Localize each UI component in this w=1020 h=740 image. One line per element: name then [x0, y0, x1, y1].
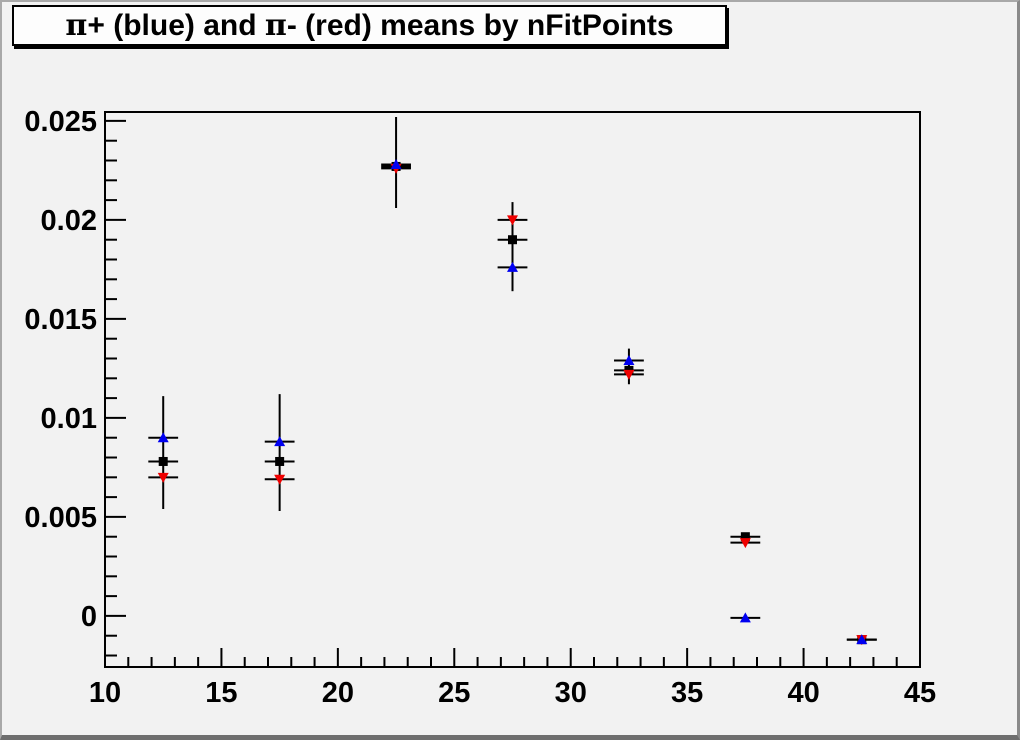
- title-fragment: + (blue) and: [87, 9, 265, 42]
- x-axis-tick-label: 20: [322, 677, 354, 709]
- y-axis-tick-label: 0.015: [24, 304, 97, 336]
- y-axis-tick-label: 0.02: [41, 205, 97, 237]
- x-axis-tick-label: 35: [671, 677, 703, 709]
- pi-plus-marker: [739, 612, 751, 623]
- x-axis-tick-label: 15: [205, 677, 237, 709]
- pi-plus-marker: [157, 432, 169, 443]
- x-axis-tick-label: 45: [904, 677, 936, 709]
- title-fragment: - (red) means by nFitPoints: [286, 9, 674, 42]
- pi-plus-marker: [274, 436, 286, 447]
- pi-symbol: π: [264, 8, 287, 43]
- mean-marker: [740, 532, 750, 542]
- pi-plus-marker: [856, 634, 868, 645]
- x-axis-tick-label: 25: [438, 677, 470, 709]
- y-axis-tick-label: 0.01: [41, 403, 97, 435]
- pi-symbol: π: [65, 8, 88, 43]
- pi-minus-marker: [274, 474, 286, 485]
- mean-marker: [158, 456, 168, 466]
- y-axis-tick-label: 0.025: [24, 106, 97, 138]
- y-axis-tick-label: 0: [81, 601, 97, 633]
- mean-marker: [275, 456, 285, 466]
- x-axis-tick-label: 40: [787, 677, 819, 709]
- x-axis-tick-label: 10: [89, 677, 121, 709]
- pi-minus-marker: [623, 369, 635, 380]
- x-axis-tick-label: 30: [555, 677, 587, 709]
- pi-minus-marker: [507, 215, 518, 226]
- pi-plus-marker: [623, 354, 635, 365]
- chart-title-box: π+ (blue) and π- (red) means by nFitPoin…: [12, 5, 727, 46]
- pi-plus-marker: [507, 261, 518, 272]
- plot-frame: [104, 111, 921, 668]
- pi-plus-marker: [390, 158, 402, 169]
- y-axis-tick-label: 0.005: [24, 502, 97, 534]
- pi-minus-marker: [157, 472, 169, 483]
- chart-title-text: π+ (blue) and π- (red) means by nFitPoin…: [65, 8, 673, 43]
- mean-marker: [508, 235, 517, 245]
- pi-minus-marker: [739, 538, 751, 549]
